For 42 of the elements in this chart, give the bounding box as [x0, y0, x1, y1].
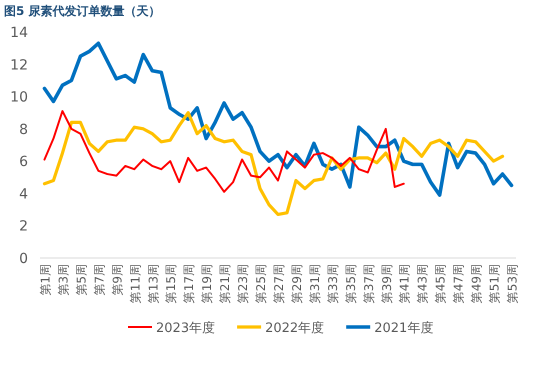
x-tick-label: 第27周: [272, 264, 286, 304]
x-tick-label: 第1周: [38, 264, 52, 296]
y-tick-label: 6: [19, 154, 28, 170]
line-series: [42, 111, 504, 216]
x-tick-label: 第3周: [56, 264, 70, 296]
x-tick-label: 第31周: [308, 264, 322, 304]
x-tick-label: 第47周: [452, 264, 466, 304]
x-tick-label: 第49周: [470, 264, 484, 304]
x-tick-label: 第41周: [398, 264, 412, 304]
y-tick-label: 2: [19, 218, 28, 235]
y-tick-label: 14: [10, 25, 28, 41]
x-tick-label: 第9周: [110, 264, 124, 296]
legend-label: 2021年度: [374, 320, 434, 336]
x-tick-label: 第45周: [434, 264, 448, 304]
y-tick-label: 8: [19, 122, 28, 138]
x-tick-label: 第23周: [236, 264, 250, 304]
line-series: [42, 42, 514, 197]
line-series: [43, 110, 405, 193]
x-tick-label: 第33周: [326, 264, 340, 304]
x-tick-label: 第25周: [254, 264, 268, 304]
x-tick-label: 第13周: [146, 264, 160, 304]
x-tick-label: 第15周: [164, 264, 178, 304]
x-tick-label: 第29周: [290, 264, 304, 304]
chart-title: 图5 尿素代发订单数量（天）: [4, 4, 161, 18]
x-tick-label: 第39周: [380, 264, 394, 304]
x-tick-label: 第19周: [200, 264, 214, 304]
x-tick-label: 第5周: [74, 264, 88, 296]
x-tick-label: 第35周: [344, 264, 358, 304]
x-tick-label: 第11周: [128, 264, 142, 304]
y-tick-label: 10: [10, 90, 28, 106]
x-tick-label: 第21周: [218, 264, 232, 304]
legend-label: 2023年度: [156, 320, 216, 336]
y-tick-label: 4: [19, 186, 28, 202]
y-tick-label: 12: [10, 57, 28, 74]
x-tick-label: 第37周: [362, 264, 376, 304]
y-tick-label: 0: [19, 251, 28, 267]
legend-label: 2022年度: [265, 320, 324, 336]
x-tick-label: 第17周: [182, 264, 196, 304]
x-tick-label: 第43周: [416, 264, 430, 304]
x-tick-label: 第53周: [506, 264, 520, 304]
x-tick-label: 第7周: [92, 264, 106, 296]
x-tick-label: 第51周: [488, 264, 502, 304]
